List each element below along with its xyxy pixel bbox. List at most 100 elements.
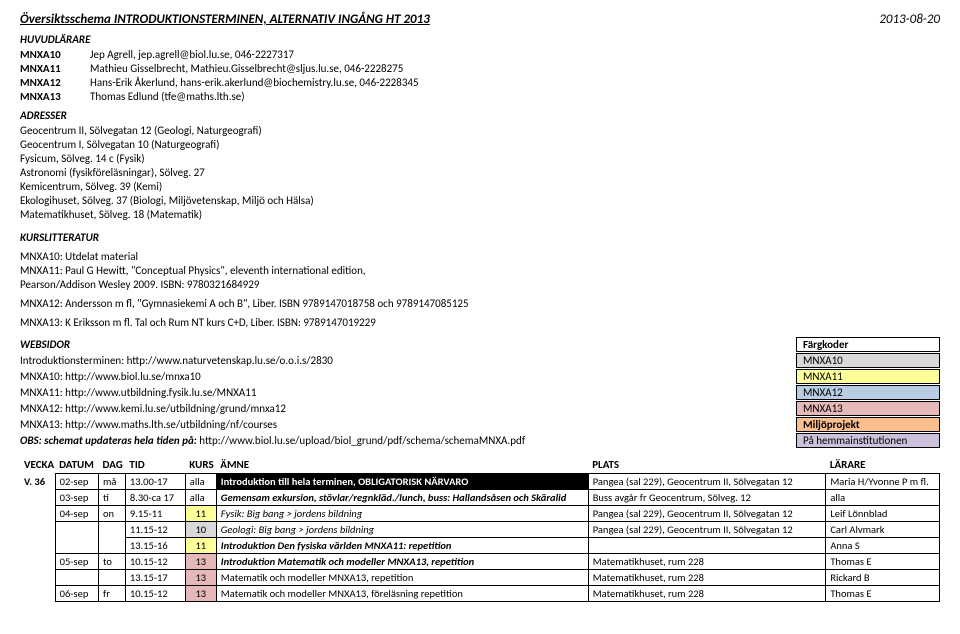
th-vecka: VECKA: [20, 456, 55, 474]
address-line: Fysicum, Sölveg. 14 c (Fysik): [20, 152, 940, 165]
websidor-heading: WEBSIDOR: [20, 338, 70, 351]
cell-dag: to: [99, 554, 126, 570]
cell-datum: [55, 570, 98, 586]
cell-plats: Pangea (sal 229), Geocentrum II, Sölvega…: [588, 506, 826, 522]
cell-larare: Rickard B: [826, 570, 940, 586]
cell-vecka: [20, 554, 55, 570]
cell-amne: Introduktion Matematik och modeller MNXA…: [216, 554, 588, 570]
doc-title: Översiktsschema INTRODUKTIONSTERMINEN, A…: [20, 12, 940, 27]
address-line: Matematikhuset, Sölveg. 18 (Matematik): [20, 208, 940, 221]
website-row: Introduktionsterminen: http://www.naturv…: [20, 353, 940, 368]
cell-dag: fr: [99, 586, 126, 602]
cell-tid: 9.15-11: [125, 506, 185, 522]
th-larare: LÄRARE: [826, 456, 940, 474]
cell-plats: Matematikhuset, rum 228: [588, 570, 826, 586]
kurslitt-line: MNXA13: K Eriksson m fl. Tal och Rum NT …: [20, 316, 940, 329]
fargkoder-heading: Färgkoder: [796, 337, 940, 352]
teacher-code: MNXA12: [20, 76, 90, 89]
table-row: 13.15-1713Matematik och modeller MNXA13,…: [20, 570, 940, 586]
th-tid: TID: [125, 456, 185, 474]
cell-vecka: [20, 570, 55, 586]
table-row: 06-sepfr10.15-1213Matematik och modeller…: [20, 586, 940, 602]
color-tag: MNXA12: [796, 385, 940, 400]
table-row: 13.15-1611Introduktion Den fysiska värld…: [20, 538, 940, 554]
table-row: 05-septo10.15-1213Introduktion Matematik…: [20, 554, 940, 570]
cell-larare: Thomas E: [826, 554, 940, 570]
th-dag: DAG: [99, 456, 126, 474]
cell-vecka: V. 36: [20, 474, 55, 490]
cell-amne: Matematik och modeller MNXA13, föreläsni…: [216, 586, 588, 602]
cell-larare: Maria H/Yvonne P m fl.: [826, 474, 940, 490]
cell-larare: Leif Lönnblad: [826, 506, 940, 522]
cell-vecka: [20, 538, 55, 554]
website-row: MNXA13: http://www.maths.lth.se/utbildni…: [20, 417, 940, 432]
website-row: MNXA12: http://www.kemi.lu.se/utbildning…: [20, 401, 940, 416]
cell-larare: Anna S: [826, 538, 940, 554]
cell-kurs: 13: [185, 570, 216, 586]
cell-plats: Pangea (sal 229), Geocentrum II, Sölvega…: [588, 522, 826, 538]
cell-dag: må: [99, 474, 126, 490]
cell-kurs: alla: [185, 490, 216, 506]
address-line: Geocentrum I, Sölvegatan 10 (Naturgeogra…: [20, 138, 940, 151]
th-amne: ÄMNE: [216, 456, 588, 474]
doc-date: 2013-08-20: [879, 12, 940, 27]
schedule-table: VECKA DATUM DAG TID KURS ÄMNE PLATS LÄRA…: [20, 456, 940, 602]
website-text: Introduktionsterminen: http://www.naturv…: [20, 354, 333, 367]
websidor-block: Introduktionsterminen: http://www.naturv…: [20, 353, 940, 432]
cell-tid: 13.15-17: [125, 570, 185, 586]
cell-amne: Matematik och modeller MNXA13, repetitio…: [216, 570, 588, 586]
teacher-text: Hans-Erik Åkerlund, hans-erik.akerlund@b…: [90, 76, 940, 89]
cell-plats: [588, 538, 826, 554]
cell-datum: 05-sep: [55, 554, 98, 570]
th-plats: PLATS: [588, 456, 826, 474]
website-text: MNXA11: http://www.utbildning.fysik.lu.s…: [20, 386, 256, 399]
cell-plats: Matematikhuset, rum 228: [588, 554, 826, 570]
cell-tid: 10.15-12: [125, 586, 185, 602]
cell-datum: 04-sep: [55, 506, 98, 522]
cell-dag: [99, 570, 126, 586]
cell-dag: on: [99, 506, 126, 522]
color-tag: MNXA11: [796, 369, 940, 384]
table-row: V. 3602-sepmå13.00-17allaIntroduktion ti…: [20, 474, 940, 490]
kurslitt-line: Pearson/Addison Wesley 2009. ISBN: 97803…: [20, 278, 940, 291]
kurslitt-line: MNXA11: Paul G Hewitt, "Conceptual Physi…: [20, 264, 940, 277]
table-row: 04-sepon9.15-1111Fysik: Big bang > jorde…: [20, 506, 940, 522]
cell-kurs: 13: [185, 586, 216, 602]
address-line: Kemicentrum, Sölveg. 39 (Kemi): [20, 180, 940, 193]
teacher-text: Jep Agrell, jep.agrell@biol.lu.se, 046-2…: [90, 48, 940, 61]
cell-dag: [99, 522, 126, 538]
teacher-text: Mathieu Gisselbrecht, Mathieu.Gisselbrec…: [90, 62, 940, 75]
teacher-code: MNXA13: [20, 90, 90, 103]
obs-tag: På hemmainstitutionen: [796, 433, 940, 448]
teacher-code: MNXA11: [20, 62, 90, 75]
address-line: Astronomi (fysikföreläsningar), Sölveg. …: [20, 166, 940, 179]
cell-tid: 8.30-ca 17: [125, 490, 185, 506]
table-header-row: VECKA DATUM DAG TID KURS ÄMNE PLATS LÄRA…: [20, 456, 940, 474]
obs-label: OBS: schemat updateras hela tiden på:: [20, 434, 197, 447]
kurslitt-line: MNXA12: Andersson m fl, "Gymnasiekemi A …: [20, 297, 940, 310]
adresser-block: Geocentrum II, Sölvegatan 12 (Geologi, N…: [20, 124, 940, 221]
cell-tid: 10.15-12: [125, 554, 185, 570]
obs-url: http://www.biol.lu.se/upload/biol_grund/…: [199, 434, 525, 447]
kurslitt-line: MNXA10: Utdelat material: [20, 250, 940, 263]
cell-plats: Buss avgår fr Geocentrum, Sölveg. 12: [588, 490, 826, 506]
cell-amne: Fysik: Big bang > jordens bildning: [216, 506, 588, 522]
address-line: Ekologihuset, Sölveg. 37 (Biologi, Miljö…: [20, 194, 940, 207]
cell-vecka: [20, 522, 55, 538]
table-row: 11.15-1210Geologi: Big bang > jordens bi…: [20, 522, 940, 538]
color-tag: MNXA13: [796, 401, 940, 416]
color-tag: MNXA10: [796, 353, 940, 368]
cell-datum: [55, 538, 98, 554]
cell-amne: Introduktion Den fysiska världen MNXA11:…: [216, 538, 588, 554]
th-kurs: KURS: [185, 456, 216, 474]
address-line: Geocentrum II, Sölvegatan 12 (Geologi, N…: [20, 124, 940, 137]
cell-kurs: alla: [185, 474, 216, 490]
teacher-code: MNXA10: [20, 48, 90, 61]
cell-dag: [99, 538, 126, 554]
cell-tid: 11.15-12: [125, 522, 185, 538]
cell-kurs: 13: [185, 554, 216, 570]
cell-amne: Gemensam exkursion, stövlar/regnkläd./lu…: [216, 490, 588, 506]
teachers-grid: MNXA10Jep Agrell, jep.agrell@biol.lu.se,…: [20, 48, 940, 103]
cell-datum: 03-sep: [55, 490, 98, 506]
website-row: MNXA11: http://www.utbildning.fysik.lu.s…: [20, 385, 940, 400]
